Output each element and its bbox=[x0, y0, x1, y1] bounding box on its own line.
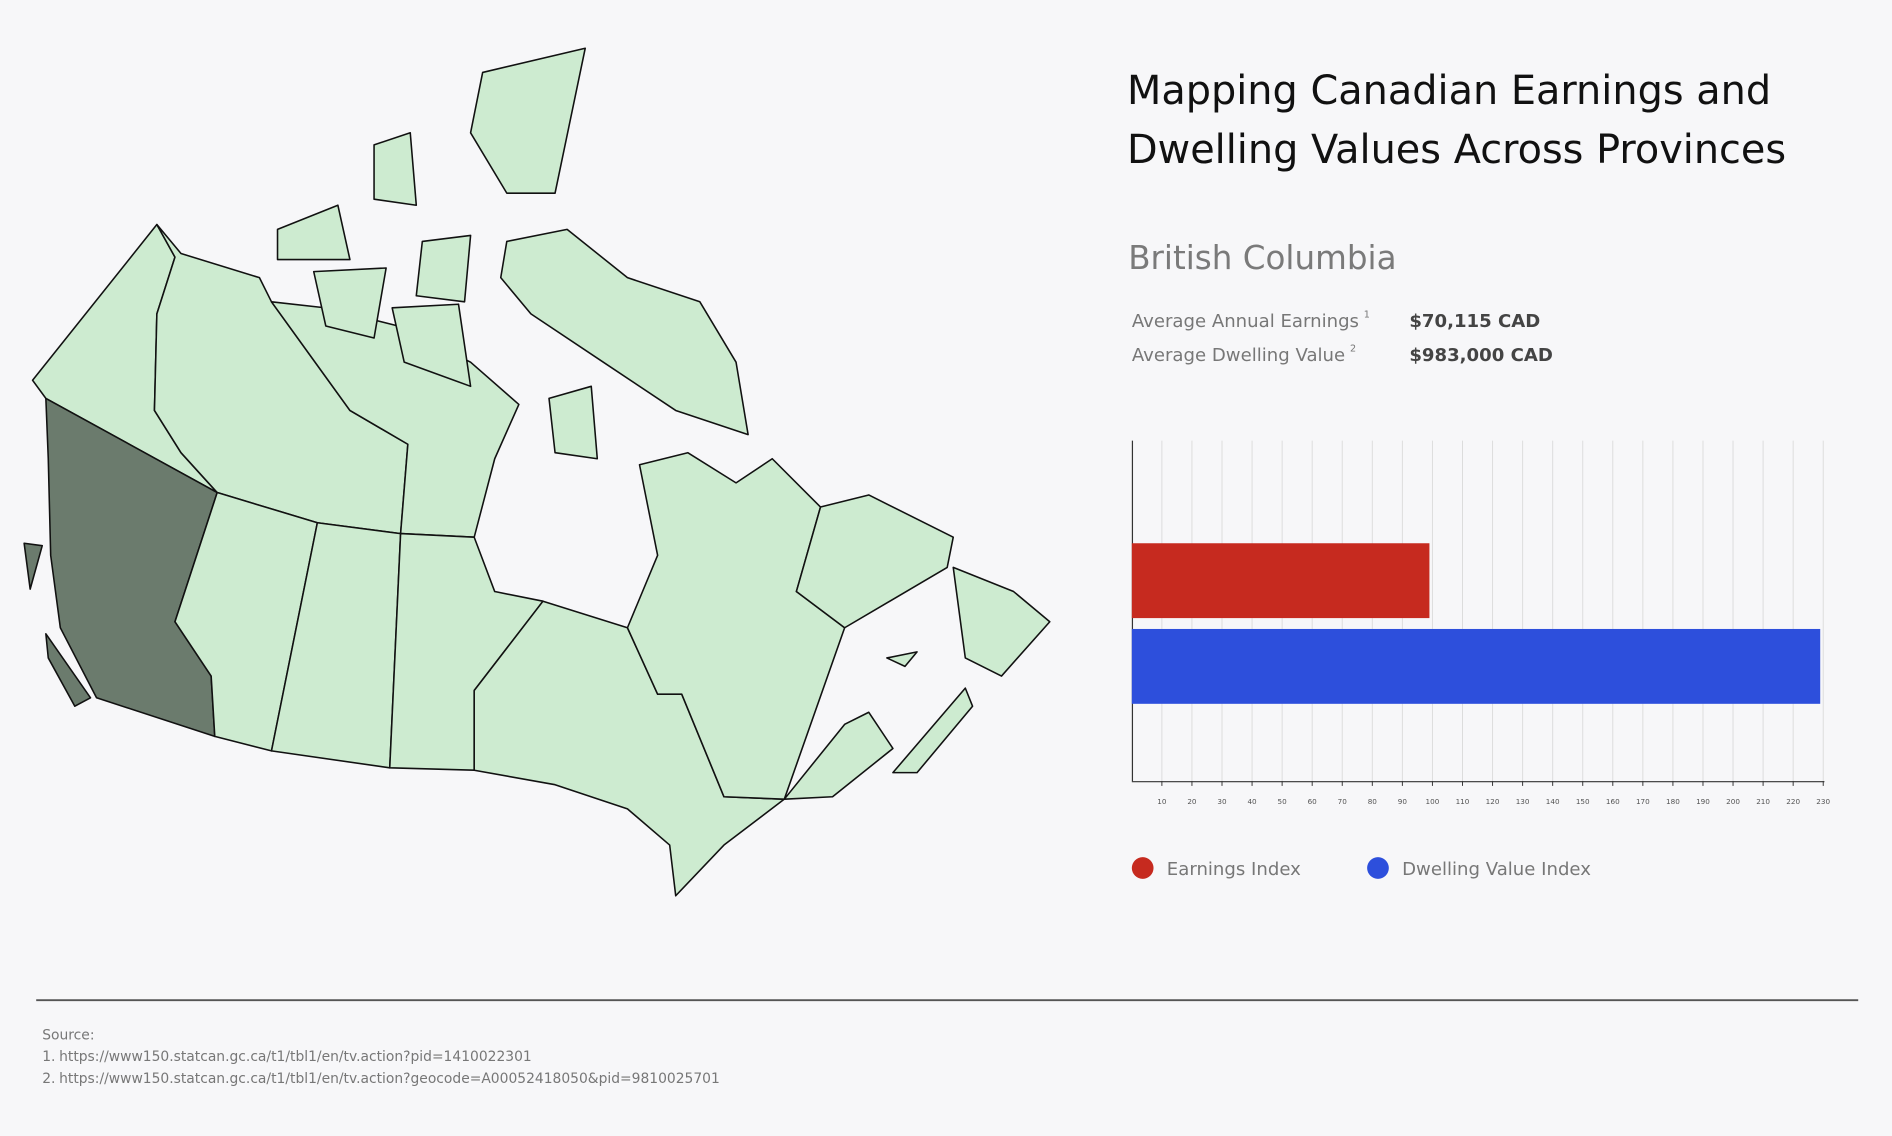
source-number: 1. bbox=[42, 1049, 55, 1065]
x-tick-label: 40 bbox=[1247, 797, 1257, 806]
x-tick-label: 130 bbox=[1516, 797, 1530, 806]
stat-value: $983,000 CAD bbox=[1409, 345, 1553, 366]
stat-note: 1 bbox=[1364, 309, 1370, 320]
island-southampton bbox=[548, 385, 599, 460]
stat-label: Average Annual Earnings 1 bbox=[1132, 309, 1370, 332]
stat-value: $70,115 CAD bbox=[1409, 311, 1540, 332]
bar-chart: 10 20 30 40 50 60 70 80 90 100 110 120 130 140 150 160 1… bbox=[1131, 440, 1831, 806]
x-tick-label: 70 bbox=[1338, 797, 1348, 806]
x-tick-label: 120 bbox=[1486, 797, 1500, 806]
bar bbox=[1131, 543, 1430, 619]
x-tick-label: 10 bbox=[1157, 797, 1167, 806]
x-tick-label: 200 bbox=[1726, 797, 1740, 806]
x-tick-label: 50 bbox=[1278, 797, 1288, 806]
x-tick-label: 80 bbox=[1368, 797, 1378, 806]
stat-label-text: Average Annual Earnings bbox=[1132, 311, 1359, 332]
stat-label-text: Average Dwelling Value bbox=[1132, 345, 1345, 366]
province-nova-scotia[interactable] bbox=[892, 687, 974, 774]
x-tick-label: 230 bbox=[1816, 797, 1830, 806]
x-tick-label: 110 bbox=[1456, 797, 1470, 806]
x-tick-label: 210 bbox=[1756, 797, 1770, 806]
legend-marker bbox=[1367, 857, 1389, 879]
island-arctic bbox=[415, 234, 472, 303]
province-newfoundland-labrador[interactable] bbox=[795, 494, 955, 629]
x-tick-label: 190 bbox=[1696, 797, 1710, 806]
legend-marker bbox=[1131, 857, 1154, 879]
bar bbox=[1131, 628, 1821, 704]
source-url: https://www150.statcan.gc.ca/t1/tbl1/en/… bbox=[59, 1049, 532, 1065]
x-tick-label: 20 bbox=[1187, 797, 1197, 806]
x-tick-label: 60 bbox=[1308, 797, 1318, 806]
title: Mapping Canadian Earnings and bbox=[1127, 68, 1771, 114]
island-newfoundland bbox=[952, 566, 1051, 677]
x-tick-label: 100 bbox=[1426, 797, 1440, 806]
x-tick-label: 30 bbox=[1217, 797, 1227, 806]
island-ellesmere bbox=[469, 47, 587, 194]
x-tick-label: 180 bbox=[1666, 797, 1680, 806]
island-arctic bbox=[312, 267, 387, 339]
province-new-brunswick[interactable] bbox=[783, 711, 894, 800]
title: Dwelling Values Across Provinces bbox=[1127, 127, 1786, 173]
island-baffin bbox=[499, 228, 749, 436]
x-tick-label: 170 bbox=[1636, 797, 1650, 806]
canada-map bbox=[23, 47, 1051, 897]
source-label: Source: bbox=[42, 1027, 94, 1043]
legend-label: Earnings Index bbox=[1167, 859, 1301, 880]
stat-label: Average Dwelling Value 2 bbox=[1132, 343, 1356, 366]
province-pei[interactable] bbox=[886, 651, 918, 668]
source-number: 2. bbox=[42, 1071, 55, 1087]
province-name: British Columbia bbox=[1128, 239, 1396, 277]
source-url: https://www150.statcan.gc.ca/t1/tbl1/en/… bbox=[59, 1071, 720, 1087]
island-vancouver bbox=[45, 633, 92, 708]
island-arctic bbox=[391, 303, 472, 388]
legend-label: Dwelling Value Index bbox=[1402, 859, 1591, 880]
island-victoria bbox=[276, 204, 351, 261]
stat-note: 2 bbox=[1350, 343, 1356, 354]
x-tick-label: 220 bbox=[1786, 797, 1800, 806]
x-tick-label: 140 bbox=[1546, 797, 1560, 806]
x-tick-label: 150 bbox=[1576, 797, 1590, 806]
x-tick-label: 90 bbox=[1398, 797, 1408, 806]
x-tick-label: 160 bbox=[1606, 797, 1620, 806]
island-haida-gwaii bbox=[23, 542, 44, 590]
island-arctic bbox=[373, 132, 418, 207]
